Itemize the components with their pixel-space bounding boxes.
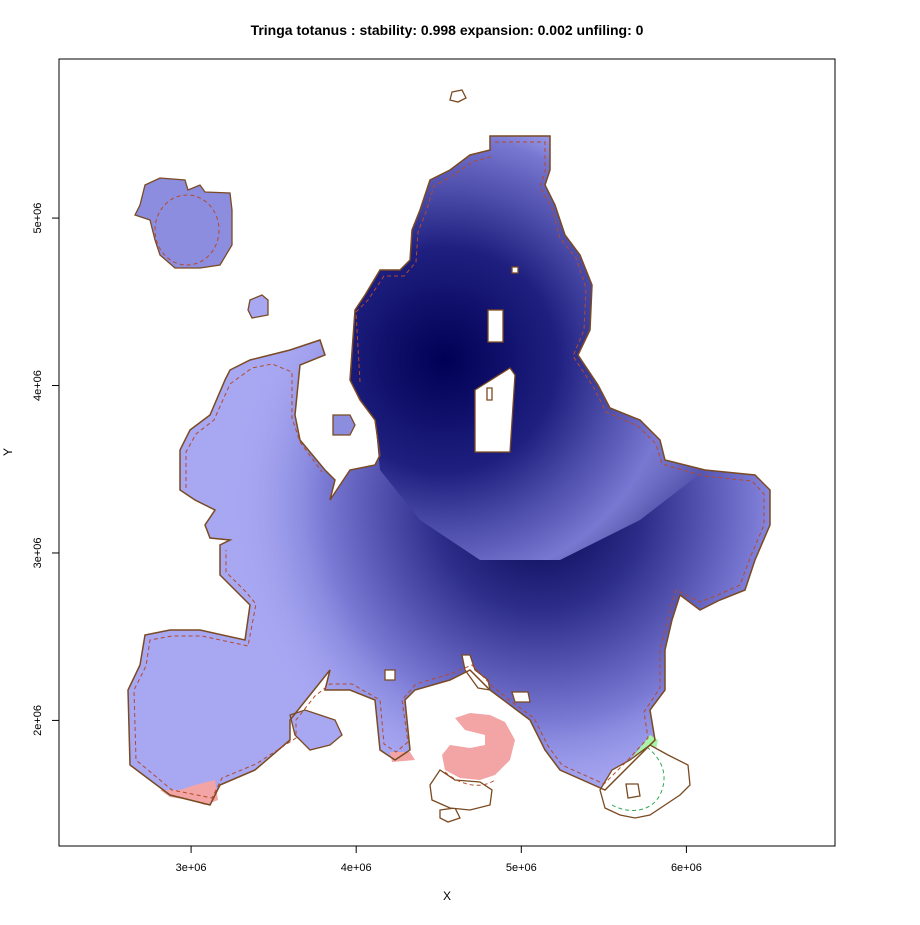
unfilling-region-iberia [160, 780, 218, 805]
range-region-faroe [247, 294, 269, 319]
x-axis: 3e+06 4e+06 5e+06 6e+06 [176, 845, 702, 874]
hole-lake-2 [474, 367, 516, 453]
unfilling-region-greece [442, 713, 515, 780]
chart-title: Tringa totanus : stability: 0.998 expans… [251, 22, 644, 38]
y-tick-label: 4e+06 [32, 370, 44, 401]
range-region-sardinia [289, 709, 343, 751]
plot-area [127, 89, 771, 823]
range-region-islet [332, 414, 356, 436]
hole-balkan-1 [461, 654, 491, 691]
absent-region-south [429, 769, 493, 811]
y-tick-label: 2e+06 [32, 705, 44, 736]
range-outline-main [127, 135, 771, 806]
x-axis-label: X [443, 889, 451, 903]
unfilling-dashed-arc [444, 771, 496, 786]
hole-balkan-2 [511, 691, 531, 703]
iceland-dashed-outline [154, 194, 220, 266]
y-tick-label: 3e+06 [32, 538, 44, 569]
range-region-cyprus [439, 807, 461, 823]
range-region-small-north [449, 89, 467, 103]
x-tick-label: 3e+06 [176, 862, 207, 874]
range-region-corsica [384, 669, 396, 681]
y-tick-label: 5e+06 [32, 203, 44, 234]
x-tick-label: 4e+06 [341, 862, 372, 874]
x-tick-label: 5e+06 [506, 862, 537, 874]
hole-lake-3 [511, 266, 519, 274]
range-region-iceland [134, 177, 233, 269]
hole-lake-4 [486, 387, 493, 401]
absent-region-cyprus-ring [625, 783, 641, 799]
hole-lake-1 [487, 309, 504, 343]
expansion-dashed-arc [611, 747, 665, 811]
y-axis: 2e+06 3e+06 4e+06 5e+06 [32, 203, 60, 736]
x-tick-label: 6e+06 [671, 862, 702, 874]
range-dashed-main [133, 141, 765, 799]
unfilling-region-italy [390, 752, 415, 762]
y-axis-label: Y [1, 448, 15, 456]
absent-region-anatolia [599, 744, 691, 819]
density-overlay-north [350, 136, 705, 560]
